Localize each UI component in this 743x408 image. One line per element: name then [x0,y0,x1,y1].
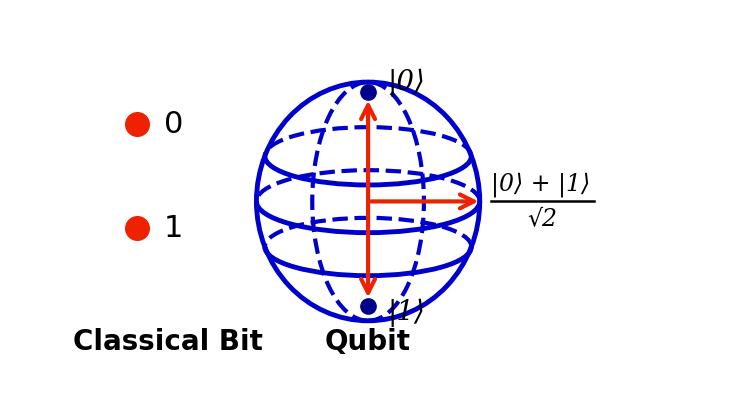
Text: Classical Bit: Classical Bit [73,328,263,355]
Text: Qubit: Qubit [325,328,411,355]
Text: 1: 1 [164,214,184,243]
Text: 0: 0 [164,110,184,139]
Text: √2: √2 [528,207,557,230]
Text: |1⟩: |1⟩ [387,299,425,327]
Text: |0⟩: |0⟩ [387,68,425,97]
Text: |0⟩ + |1⟩: |0⟩ + |1⟩ [490,172,590,197]
